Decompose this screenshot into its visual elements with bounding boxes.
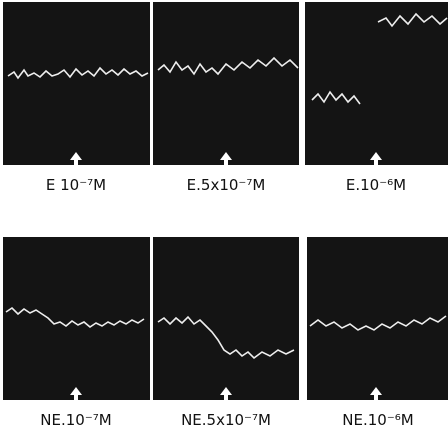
panel-label: E.5x10⁻⁷M bbox=[187, 176, 266, 194]
panel-e-3 bbox=[305, 2, 448, 165]
panel-ne-3 bbox=[307, 237, 448, 400]
panel-label: E 10⁻⁷M bbox=[46, 176, 106, 194]
panel-ne-1 bbox=[3, 237, 150, 400]
panel-label: E.10⁻⁶M bbox=[346, 176, 406, 194]
panel-e-1 bbox=[3, 2, 150, 165]
panel-e-2 bbox=[153, 2, 299, 165]
panel-label: NE.10⁻⁷M bbox=[40, 411, 111, 429]
figure: E 10⁻⁷M E.5x10⁻⁷M E.10⁻⁶M NE.10⁻⁷M NE.5x… bbox=[0, 0, 448, 433]
panel-label: NE.5x10⁻⁷M bbox=[181, 411, 271, 429]
panel-ne-2 bbox=[153, 237, 299, 400]
panel-label: NE.10⁻⁶M bbox=[342, 411, 413, 429]
